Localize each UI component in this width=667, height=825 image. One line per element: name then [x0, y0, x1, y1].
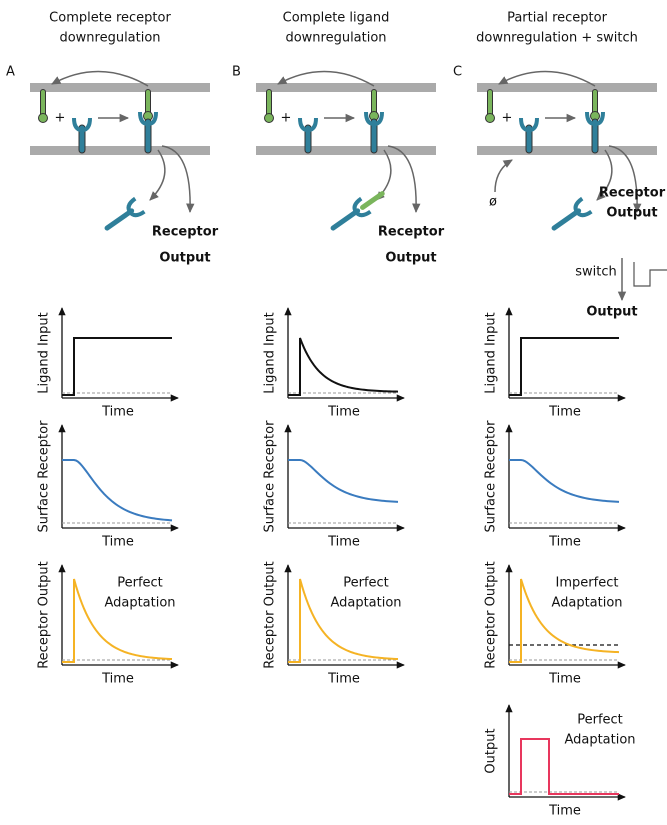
column-title: Complete receptor: [49, 11, 171, 26]
receptor-stem: [107, 211, 132, 228]
adaptation-note: Adaptation: [330, 596, 401, 611]
internalize-arrow: [150, 150, 165, 200]
response-curve: [288, 338, 398, 395]
y-axis-label: Ligand Input: [37, 312, 52, 393]
receptor-output-label: Receptor: [599, 186, 666, 201]
y-axis-label: Ligand Input: [484, 312, 499, 393]
final-output-label: Output: [586, 305, 637, 320]
switch-icon: [634, 262, 667, 286]
panel-letter: A: [6, 65, 15, 80]
x-axis-label: Time: [101, 535, 134, 550]
response-curve: [288, 579, 398, 662]
membrane: [477, 146, 657, 155]
column-title: downregulation: [59, 31, 160, 46]
x-axis-label: Time: [548, 672, 581, 687]
x-axis-label: Time: [548, 535, 581, 550]
receptor-cup: [300, 118, 316, 130]
ligand-head: [39, 114, 48, 123]
response-curve: [509, 579, 619, 662]
y-axis-label: Surface Receptor: [37, 420, 52, 533]
y-axis-label: Ligand Input: [263, 312, 278, 393]
signal-arrow: [609, 146, 637, 212]
response-curve: [62, 579, 172, 662]
panel-letter: B: [232, 65, 241, 80]
ligand-head: [486, 114, 495, 123]
membrane: [30, 146, 210, 155]
x-axis-label: Time: [548, 405, 581, 420]
adaptation-note: Imperfect: [556, 576, 619, 591]
x-axis-label: Time: [327, 672, 360, 687]
membrane: [256, 146, 436, 155]
plus-sign: +: [55, 111, 66, 126]
receptor-cup: [521, 118, 537, 130]
figure: Complete receptor downregulation A + Recepto…: [0, 0, 667, 825]
x-axis-label: Time: [327, 535, 360, 550]
adaptation-note: Adaptation: [564, 733, 635, 748]
synthesis-arrow: [495, 160, 512, 192]
receptor-output-label: Output: [606, 206, 657, 221]
y-axis-label: Surface Receptor: [484, 420, 499, 533]
receptor-output-label: Receptor: [152, 225, 219, 240]
y-axis-label: Receptor Output: [37, 561, 52, 669]
adaptation-note: Perfect: [117, 576, 163, 591]
x-axis-label: Time: [327, 405, 360, 420]
column-title: downregulation + switch: [476, 31, 638, 46]
receptor-output-label: Output: [159, 251, 210, 266]
switch-label: switch: [575, 265, 617, 280]
receptor-cup: [74, 118, 90, 130]
column-title: Partial receptor: [507, 11, 607, 26]
response-curve: [62, 338, 172, 395]
receptor-output-label: Receptor: [378, 225, 445, 240]
membrane: [477, 83, 657, 92]
adaptation-note: Perfect: [577, 713, 623, 728]
receptor-stem: [554, 211, 579, 228]
x-axis-label: Time: [101, 672, 134, 687]
signal-arrow: [388, 146, 416, 212]
column-title: downregulation: [285, 31, 386, 46]
free-receptor: [549, 199, 591, 235]
bound-ligand: [363, 194, 383, 208]
signal-arrow: [162, 146, 190, 212]
plus-sign: +: [281, 111, 292, 126]
receptor-stem: [333, 211, 358, 228]
adaptation-note: Adaptation: [551, 596, 622, 611]
membrane: [256, 83, 436, 92]
adaptation-note: Perfect: [343, 576, 389, 591]
adaptation-note: Adaptation: [104, 596, 175, 611]
y-axis-label: Output: [484, 728, 499, 773]
membrane: [30, 83, 210, 92]
degradation-symbol: ø: [489, 195, 497, 210]
panel-letter: C: [453, 65, 462, 80]
y-axis-label: Surface Receptor: [263, 420, 278, 533]
y-axis-label: Receptor Output: [484, 561, 499, 669]
x-axis-label: Time: [101, 405, 134, 420]
ligand-head: [265, 114, 274, 123]
x-axis-label: Time: [548, 804, 581, 819]
response-curve: [509, 338, 619, 395]
plus-sign: +: [502, 111, 513, 126]
y-axis-label: Receptor Output: [263, 561, 278, 669]
response-curve: [62, 460, 172, 520]
receptor-output-label: Output: [385, 251, 436, 266]
response-curve: [509, 460, 619, 502]
free-receptor: [102, 199, 144, 235]
response-curve: [288, 460, 398, 502]
column-title: Complete ligand: [283, 11, 390, 26]
